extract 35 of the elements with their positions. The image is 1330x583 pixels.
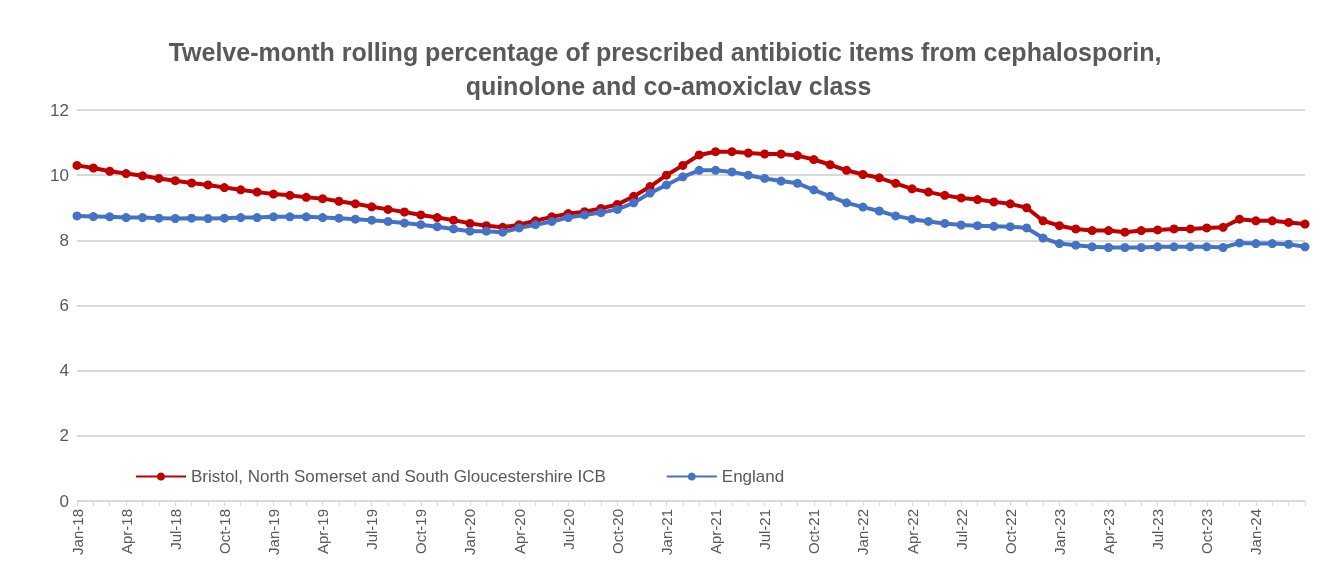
x-tick-label: Jul-21 <box>756 509 774 550</box>
x-tick-label: Oct-22 <box>1001 509 1019 555</box>
x-tick-label: Jan-21 <box>657 509 675 555</box>
x-tick-label: Jan-19 <box>264 509 282 555</box>
x-tick-label: Apr-21 <box>707 509 725 555</box>
x-tick-label: Apr-18 <box>117 509 135 555</box>
x-tick-label: Apr-20 <box>510 509 528 555</box>
x-tick-label: Apr-23 <box>1100 509 1118 555</box>
x-tick-label: Jul-23 <box>1149 509 1167 550</box>
legend-label: England <box>721 467 785 486</box>
x-tick-label: Oct-19 <box>412 509 430 555</box>
x-tick-label: Apr-22 <box>903 509 921 555</box>
x-tick-label: Oct-20 <box>608 509 626 555</box>
x-tick-label: Jan-22 <box>854 509 872 555</box>
legend-label: Bristol, North Somerset and South Gloucestershire ICB <box>191 467 606 486</box>
x-tick-label: Oct-23 <box>1198 509 1216 555</box>
x-tick-label: Jan-24 <box>1247 509 1265 555</box>
y-tick-label: 12 <box>50 100 69 120</box>
y-tick-label: 10 <box>50 165 69 185</box>
y-tick-label: 8 <box>59 230 69 250</box>
x-tick-label: Jan-18 <box>68 509 86 555</box>
x-tick-label: Apr-19 <box>314 509 332 555</box>
x-tick-label: Jul-18 <box>166 509 184 550</box>
x-tick-label: Jul-22 <box>952 509 970 550</box>
x-tick-label: Jan-23 <box>1050 509 1068 555</box>
y-tick-label: 2 <box>59 426 69 446</box>
y-tick-label: 0 <box>59 491 69 511</box>
x-tick-label: Jul-19 <box>363 509 381 550</box>
x-tick-label: Oct-18 <box>215 509 233 555</box>
chart-title: Twelve-month rolling percentage of prescribed antibiotic items from cephalosporin, quinolone and co-amoxiclav class <box>168 38 1162 100</box>
y-tick-label: 4 <box>59 361 69 381</box>
x-tick-label: Oct-21 <box>805 509 823 555</box>
x-tick-label: Jul-20 <box>559 509 577 550</box>
x-tick-label: Jan-20 <box>461 509 479 555</box>
y-tick-label: 6 <box>59 296 69 315</box>
